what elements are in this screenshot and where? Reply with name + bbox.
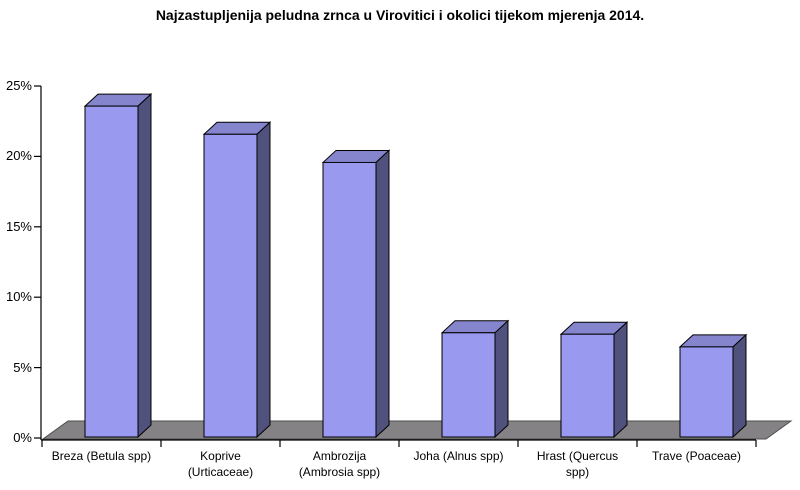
chart-floor <box>41 420 793 440</box>
bar-side-face <box>137 92 152 439</box>
bar-2 <box>202 121 272 439</box>
bar-front-face <box>203 133 258 438</box>
bar-side-face <box>732 333 747 439</box>
x-axis-category-label: Trave (Poaceae) <box>652 449 741 463</box>
y-axis-tick-label: 15% <box>5 218 32 234</box>
chart-title: Najzastupljenija peludna zrnca u Virovit… <box>155 7 645 23</box>
bar-side-face <box>494 319 509 439</box>
x-axis-category-label: Ambrozija (Ambrosia spp) <box>298 449 381 479</box>
bar-4 <box>440 319 510 439</box>
bar-front-face <box>560 333 615 438</box>
bar-6 <box>678 333 748 439</box>
x-axis-category-label: Koprive (Urticaceae) <box>187 449 254 479</box>
bar-front-face <box>679 346 734 438</box>
y-axis-tick-label: 0% <box>13 430 32 445</box>
y-axis-tick-label: 10% <box>5 289 32 305</box>
y-axis-tick-label: 25% <box>5 78 32 93</box>
bar-1 <box>83 92 153 439</box>
x-axis-category-label: Breza (Betula spp) <box>51 449 152 463</box>
x-axis-category-label: Hrast (Quercus spp) <box>536 449 619 479</box>
y-axis-tick-label: 20% <box>5 148 32 164</box>
bar-5 <box>559 321 629 439</box>
bar-side-face <box>613 321 628 439</box>
bar-front-face <box>322 161 377 438</box>
bar-3 <box>321 149 391 439</box>
y-axis-tick-label: 5% <box>13 359 32 375</box>
bar-side-face <box>375 149 390 439</box>
bar-front-face <box>84 105 139 438</box>
bar-front-face <box>441 332 496 438</box>
x-axis-category-label: Joha (Alnus spp) <box>413 449 504 463</box>
bar-side-face <box>256 121 271 439</box>
